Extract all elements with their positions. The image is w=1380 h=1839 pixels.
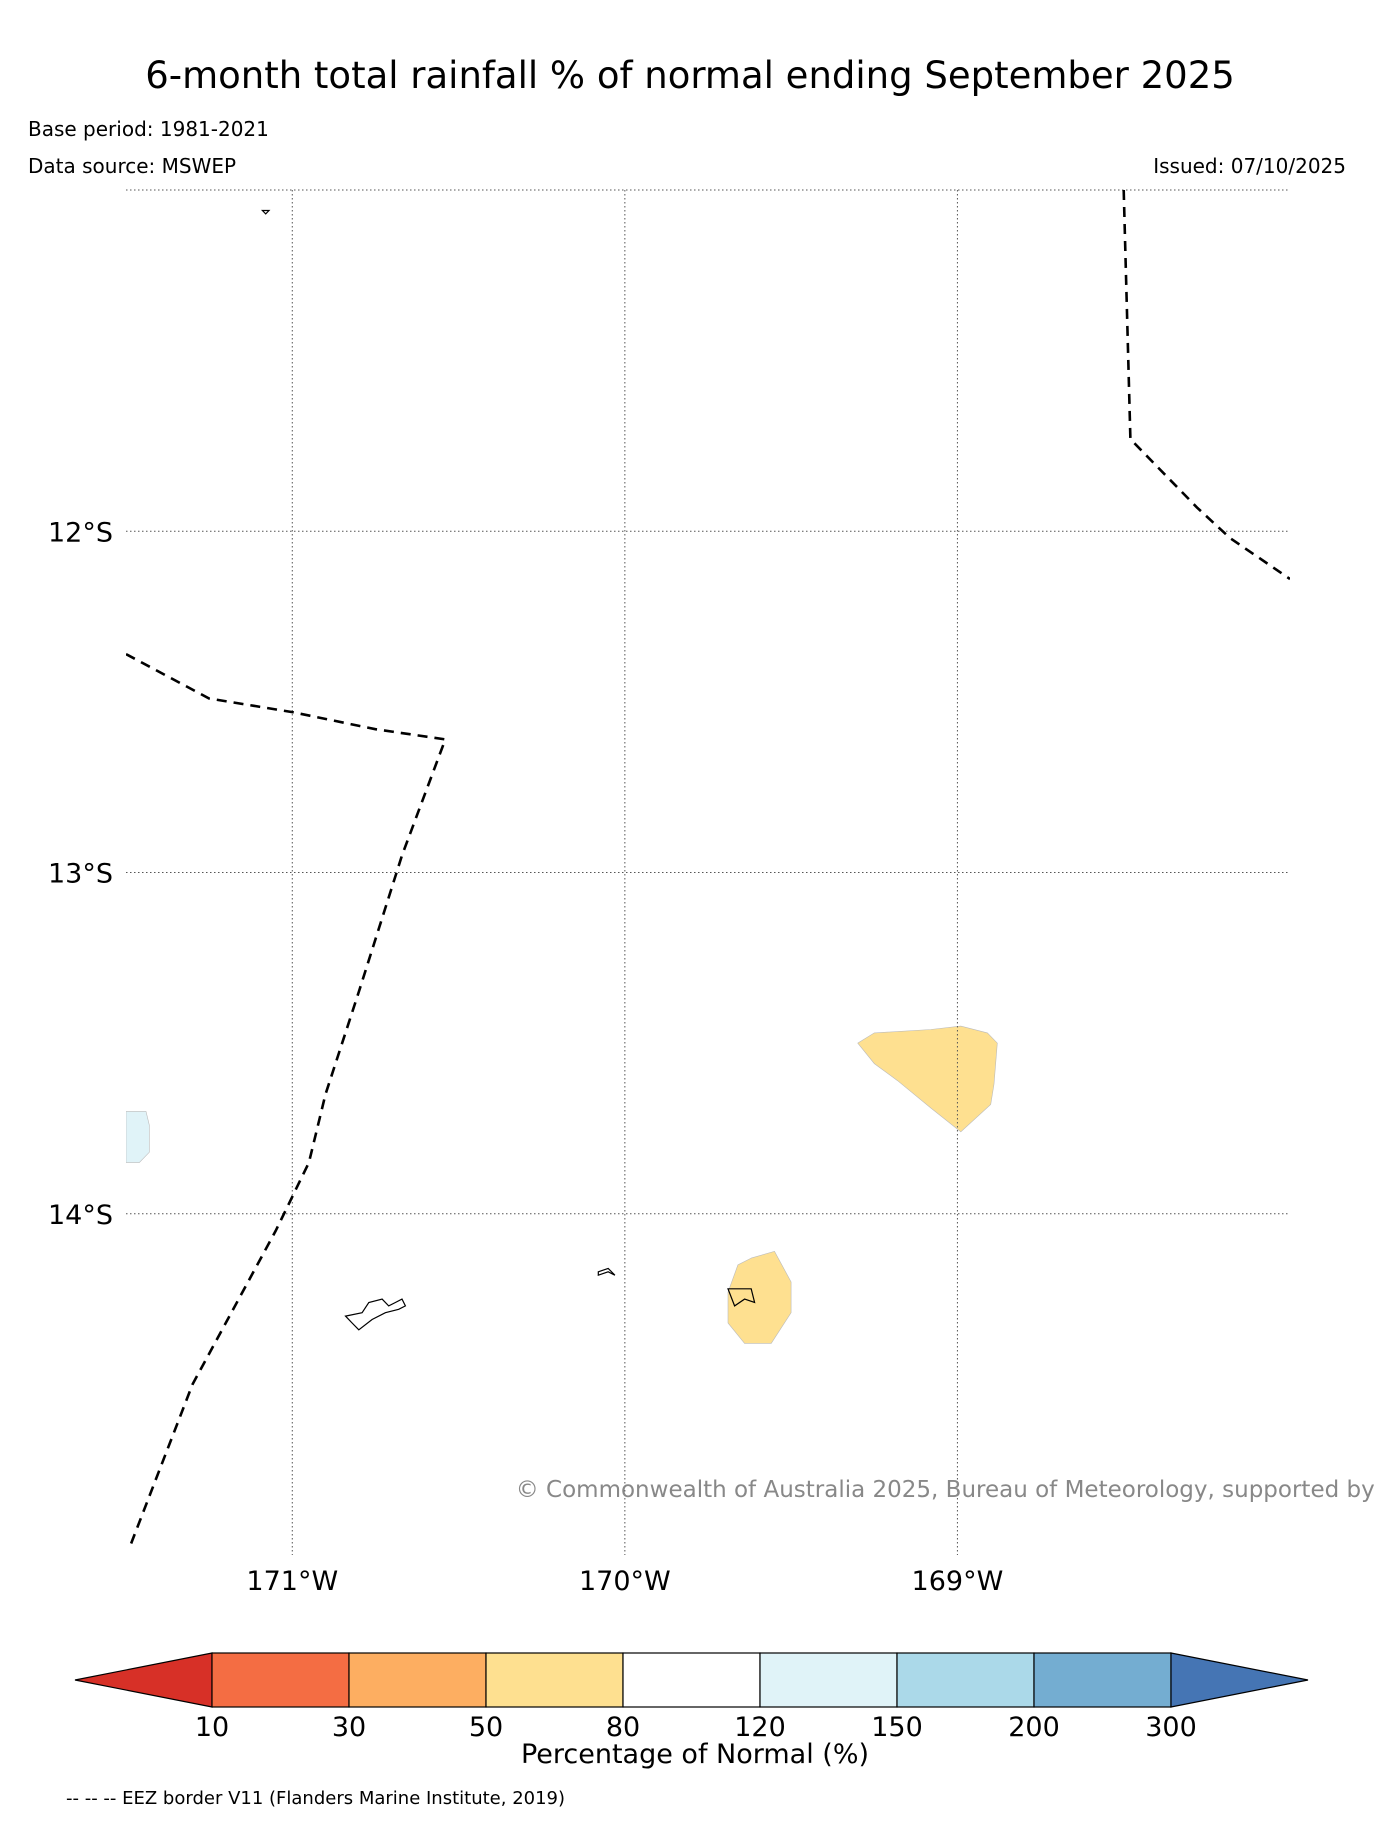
colorbar-tick-label: 200: [1008, 1712, 1060, 1743]
eez-border-note: -- -- -- EEZ border V11 (Flanders Marine…: [66, 1788, 566, 1809]
longitude-tick-label: 170°W: [579, 1566, 671, 1597]
colorbar-tick-label: 50: [469, 1712, 503, 1743]
colorbar-segment: [211, 1652, 350, 1708]
colorbar-label: Percentage of Normal (%): [521, 1739, 869, 1770]
colorbar-segment: [348, 1652, 487, 1708]
map-title: 6-month total rainfall % of normal endin…: [145, 54, 1235, 97]
latitude-tick-label: 13°S: [48, 859, 113, 890]
colorbar-extend-high: [1170, 1652, 1309, 1708]
gridlines-layer: [126, 189, 1290, 1555]
colorbar-tick-label: 300: [1145, 1712, 1197, 1743]
colorbar-extend-low: [74, 1652, 213, 1708]
colorbar-segment: [759, 1652, 898, 1708]
rainfall-shading-layer: [126, 1025, 998, 1344]
copyright-notice: © Commonwealth of Australia 2025, Bureau…: [516, 1477, 1380, 1503]
latitude-tick-label: 12°S: [48, 517, 113, 548]
colorbar-tick-label: 80: [606, 1712, 640, 1743]
colorbar-tick-label: 30: [332, 1712, 366, 1743]
latitude-tick-label: 14°S: [48, 1200, 113, 1231]
data-source-label: Data source: MSWEP: [28, 154, 237, 178]
colorbar-segment: [1033, 1652, 1172, 1708]
colorbar-segment: [485, 1652, 624, 1708]
colorbar-segment: [622, 1652, 761, 1708]
island-outline: [597, 1267, 616, 1277]
longitude-tick-label: 171°W: [246, 1566, 338, 1597]
eez-border-line: [1122, 190, 1290, 581]
eez-border-layer: [126, 190, 1290, 1549]
colorbar-segment: [896, 1652, 1035, 1708]
base-period-label: Base period: 1981-2021: [28, 117, 269, 141]
island-outline: [727, 1288, 756, 1307]
colorbar-tick-label: 10: [195, 1712, 229, 1743]
axis-tick-labels: 171°W 170°W 169°W 12°S 13°S 14°S: [48, 517, 1003, 1597]
colorbar-tick-label: 120: [734, 1712, 786, 1743]
eez-border-line: [126, 652, 448, 1549]
rainfall-area-3: [126, 1111, 150, 1163]
rainfall-area-2: [727, 1250, 792, 1344]
rainfall-area-1: [857, 1025, 998, 1133]
colorbar: 10 30 50 80 120 150 200 300: [74, 1652, 1309, 1743]
island-outline: [260, 209, 271, 215]
longitude-tick-label: 169°W: [912, 1566, 1004, 1597]
colorbar-tick-label: 150: [871, 1712, 923, 1743]
issued-date-label: Issued: 07/10/2025: [1153, 154, 1346, 178]
island-outline: [344, 1298, 407, 1331]
coastline-layer: [260, 209, 756, 1331]
